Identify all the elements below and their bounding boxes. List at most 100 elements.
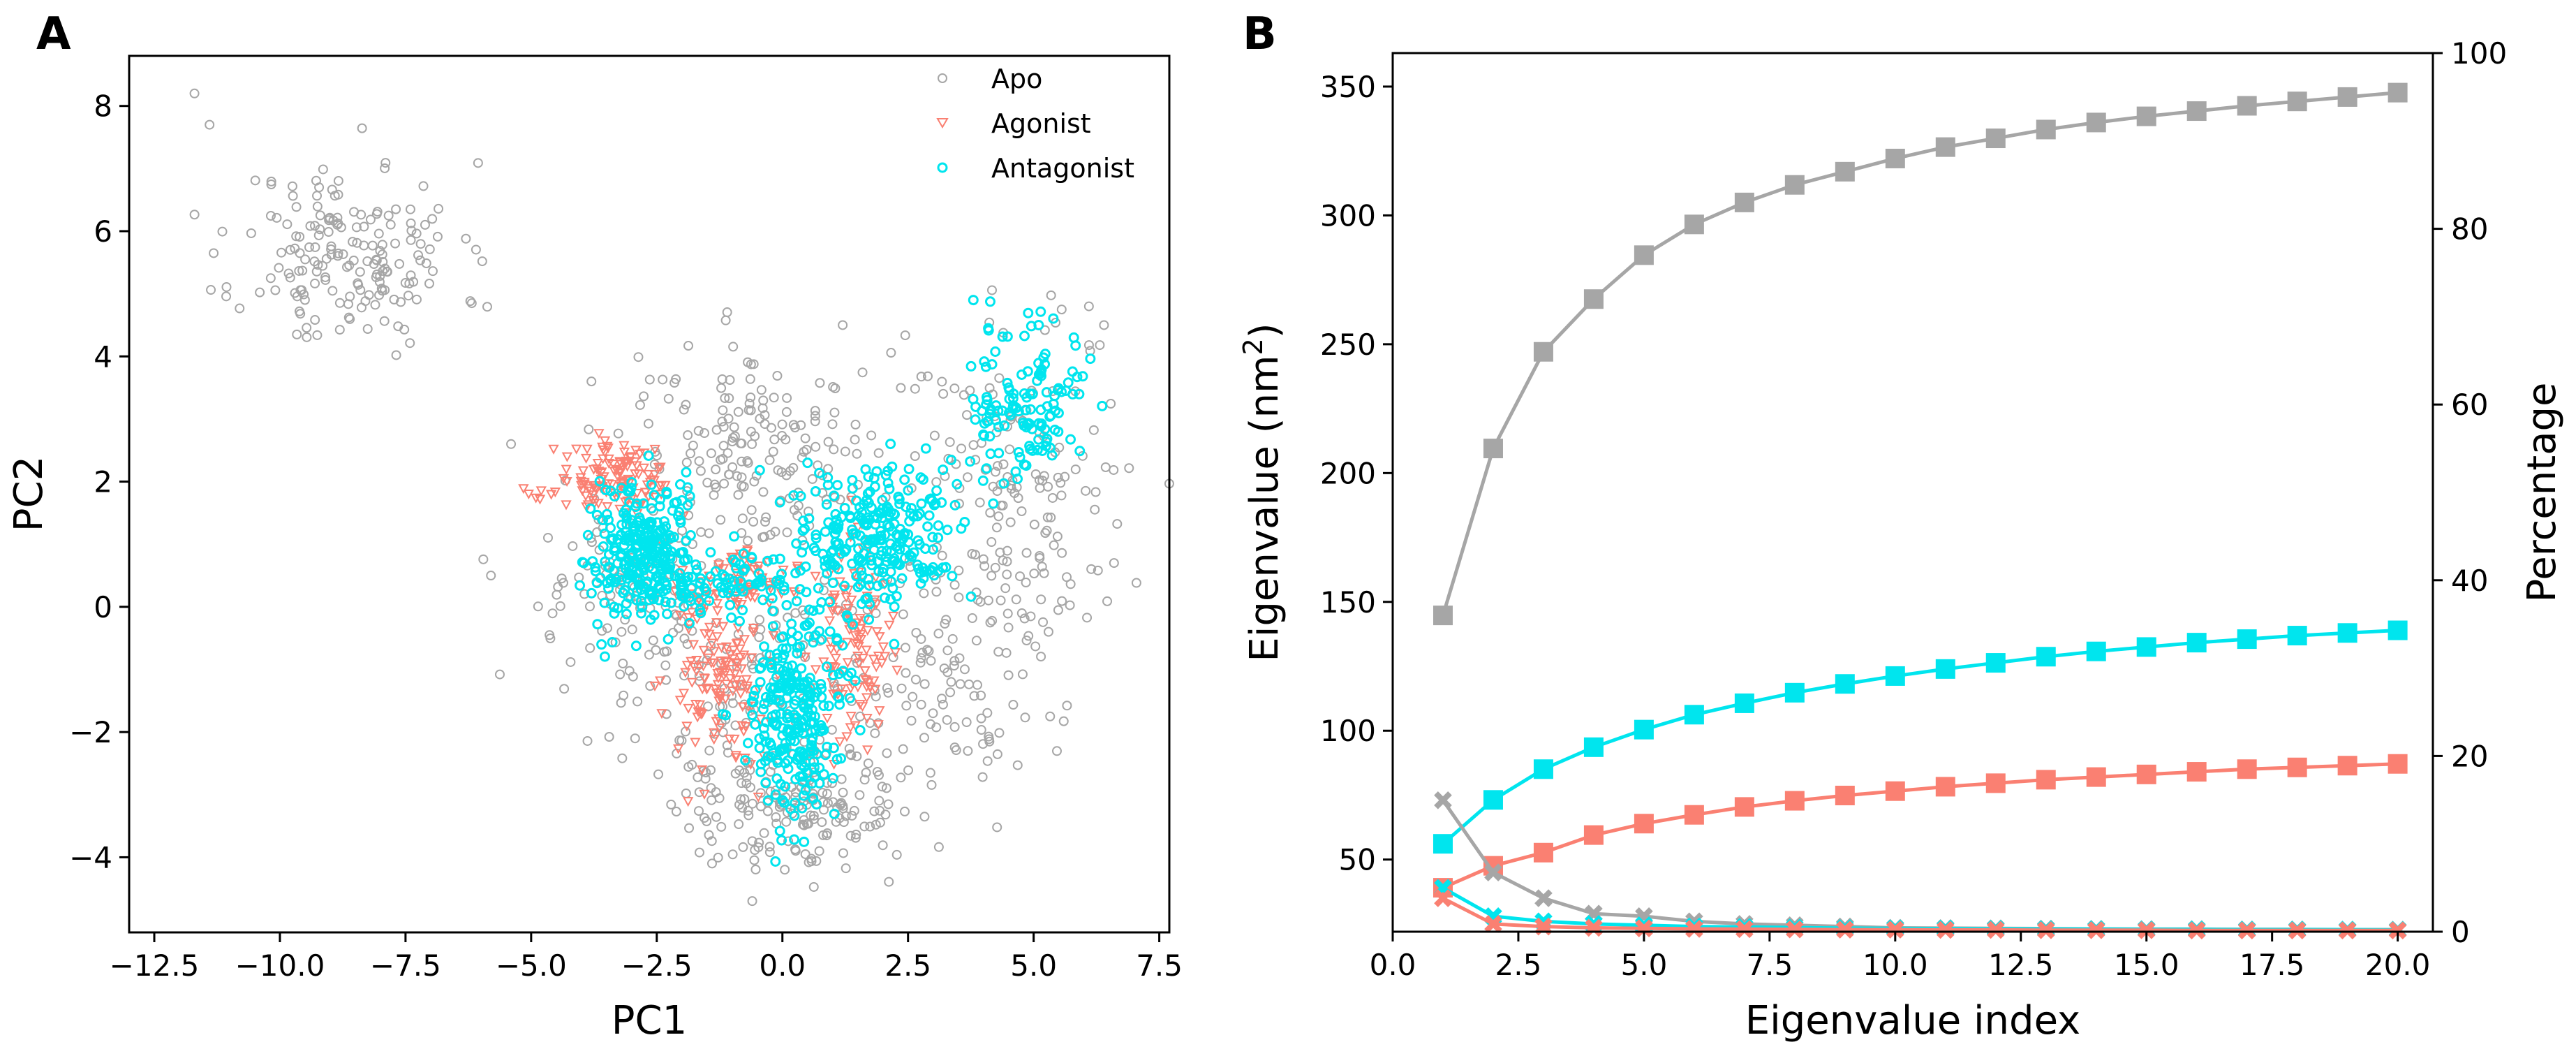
- point-apo: [818, 585, 829, 596]
- point-apo: [797, 453, 807, 463]
- legend-marker-agonist: [936, 118, 949, 129]
- marker-antagonist-cumulative-percentage: [1935, 659, 1955, 679]
- point-apo: [769, 434, 780, 445]
- point-apo: [769, 393, 779, 403]
- point-antagonist: [1018, 417, 1029, 428]
- point-antagonist: [811, 749, 822, 760]
- point-apo: [1090, 504, 1100, 515]
- point-apo: [873, 448, 884, 458]
- point-apo: [615, 669, 626, 680]
- point-antagonist: [746, 552, 757, 564]
- point-apo: [1082, 613, 1093, 623]
- marker-antagonist-cumulative-percentage: [1784, 682, 1805, 703]
- point-antagonist: [626, 483, 637, 494]
- point-antagonist: [806, 717, 817, 728]
- point-apo: [711, 464, 721, 475]
- point-apo: [940, 471, 950, 481]
- point-apo: [1019, 613, 1030, 624]
- point-apo: [733, 490, 743, 500]
- point-agonist: [698, 645, 709, 656]
- point-apo: [632, 696, 643, 707]
- panel-label-b: B: [1243, 8, 1277, 60]
- point-agonist: [853, 641, 864, 652]
- point-agonist: [599, 436, 611, 446]
- point-apo: [686, 448, 696, 459]
- point-antagonist: [1019, 388, 1030, 399]
- marker-apo-cumulative-percentage: [1784, 175, 1805, 195]
- point-antagonist: [762, 555, 773, 566]
- point-apo: [806, 856, 817, 867]
- point-agonist: [690, 699, 702, 710]
- point-apo: [851, 829, 861, 840]
- point-apo: [703, 701, 713, 712]
- point-apo: [727, 849, 738, 860]
- point-apo: [694, 787, 704, 798]
- point-apo: [747, 836, 757, 846]
- point-apo: [987, 285, 998, 295]
- point-antagonist: [794, 584, 806, 595]
- point-agonist: [878, 642, 889, 652]
- point-apo: [285, 272, 295, 283]
- point-apo: [949, 661, 959, 671]
- point-antagonist: [970, 414, 981, 425]
- point-apo: [311, 266, 322, 277]
- point-agonist: [845, 684, 857, 694]
- point-apo: [746, 359, 756, 369]
- point-antagonist: [630, 532, 641, 543]
- point-apo: [315, 210, 325, 221]
- pca-y-tick-label: 4: [94, 339, 112, 374]
- point-apo: [302, 323, 312, 333]
- point-apo: [874, 796, 884, 806]
- point-apo: [968, 440, 979, 450]
- pca-x-tick-label: −7.5: [370, 948, 441, 983]
- point-apo: [727, 698, 738, 708]
- point-apo: [746, 505, 757, 515]
- point-apo: [838, 320, 848, 330]
- point-apo: [891, 849, 902, 860]
- point-apo: [926, 779, 937, 790]
- point-agonist: [699, 673, 710, 684]
- point-antagonist: [775, 708, 786, 719]
- point-agonist: [879, 652, 891, 662]
- point-apo: [332, 251, 343, 261]
- point-antagonist: [965, 456, 976, 467]
- point-apo: [827, 778, 837, 789]
- point-antagonist: [726, 612, 737, 623]
- pca-y-tick-label: 0: [94, 590, 112, 624]
- point-apo: [679, 633, 690, 644]
- point-apo: [1043, 626, 1053, 637]
- point-apo: [403, 291, 413, 301]
- point-antagonist: [997, 331, 1008, 342]
- point-antagonist: [737, 586, 748, 597]
- point-apo: [910, 451, 920, 462]
- eigen-y2-axis-label: Percentage: [2519, 382, 2565, 602]
- point-agonist: [699, 789, 710, 800]
- point-antagonist: [609, 543, 620, 554]
- point-antagonist: [894, 498, 905, 509]
- point-agonist: [706, 638, 718, 649]
- point-apo: [352, 237, 362, 248]
- point-apo: [1005, 444, 1015, 455]
- point-agonist: [621, 456, 632, 467]
- marker-antagonist-cumulative-percentage: [1885, 666, 1905, 686]
- point-apo: [1106, 398, 1116, 409]
- point-antagonist: [1065, 434, 1076, 445]
- point-antagonist: [839, 502, 850, 513]
- point-antagonist: [602, 578, 613, 589]
- point-antagonist: [802, 457, 813, 469]
- point-agonist: [846, 595, 857, 606]
- point-apo: [949, 580, 960, 590]
- point-apo: [380, 158, 391, 168]
- point-agonist: [561, 500, 572, 511]
- point-antagonist: [772, 757, 783, 768]
- point-antagonist: [978, 429, 989, 440]
- point-antagonist: [777, 795, 788, 806]
- marker-apo-cumulative-percentage: [2388, 82, 2408, 103]
- point-antagonist: [841, 610, 852, 621]
- series-apo: [189, 88, 1174, 907]
- marker-agonist-eigenvalue: [1434, 889, 1452, 907]
- point-antagonist: [1020, 404, 1031, 416]
- point-apo: [845, 830, 856, 841]
- point-antagonist: [771, 576, 782, 587]
- point-antagonist: [968, 295, 979, 306]
